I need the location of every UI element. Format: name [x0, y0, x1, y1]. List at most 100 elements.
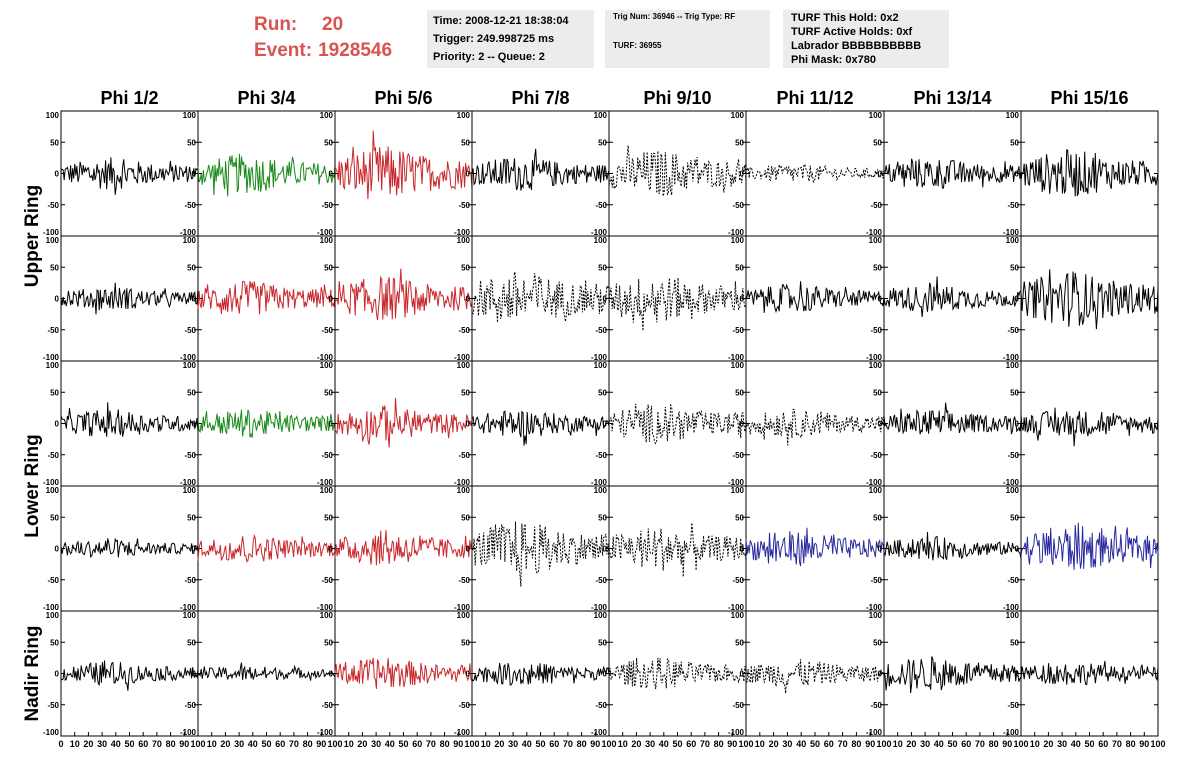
column-header: Phi 1/2 [100, 88, 158, 108]
x-tick-label: 10 [1030, 739, 1040, 749]
x-tick-label: 30 [645, 739, 655, 749]
y-tick-label: -100 [1003, 353, 1020, 362]
waveform-trace [60, 157, 199, 195]
waveform-trace [745, 162, 885, 184]
y-tick-label: -50 [321, 576, 333, 585]
y-tick-label: 100 [1006, 361, 1020, 370]
y-tick-label: 100 [594, 361, 608, 370]
y-tick-label: 50 [873, 513, 882, 522]
y-tick-label: -100 [43, 478, 60, 487]
x-tick-label: 70 [426, 739, 436, 749]
waveform-trace [745, 408, 885, 446]
y-tick-label: -100 [591, 478, 608, 487]
y-tick-label: -50 [1007, 576, 1019, 585]
x-tick-label: 90 [179, 739, 189, 749]
y-tick-label: -50 [47, 326, 59, 335]
y-tick-label: -50 [321, 326, 333, 335]
panel-frame [745, 360, 885, 487]
column-header: Phi 13/14 [913, 88, 991, 108]
y-tick-label: -100 [1003, 228, 1020, 237]
x-tick-label: 40 [248, 739, 258, 749]
y-tick-label: 100 [731, 236, 745, 245]
y-tick-label: -50 [732, 701, 744, 710]
waveform-trace [334, 657, 473, 689]
y-tick-label: 0 [466, 420, 471, 429]
y-tick-label: 50 [873, 138, 882, 147]
y-tick-label: -100 [317, 228, 334, 237]
row-label: Nadir Ring [22, 625, 43, 721]
y-tick-label: 50 [598, 388, 607, 397]
y-tick-label: -50 [732, 201, 744, 210]
y-tick-label: 100 [731, 486, 745, 495]
y-tick-label: 100 [1006, 611, 1020, 620]
x-tick-label: 20 [631, 739, 641, 749]
y-tick-label: -100 [866, 478, 883, 487]
waveform-trace [608, 145, 747, 197]
y-tick-label: 50 [1010, 638, 1019, 647]
y-tick-label: -100 [43, 728, 60, 737]
y-tick-label: -50 [184, 576, 196, 585]
y-tick-label: 100 [183, 361, 197, 370]
y-tick-label: 50 [187, 513, 196, 522]
waveform-trace [197, 662, 336, 681]
x-tick-label: 10 [70, 739, 80, 749]
panel-frame [334, 110, 473, 237]
y-tick-label: -50 [595, 451, 607, 460]
x-tick-label: 40 [522, 739, 532, 749]
x-tick-label: 20 [906, 739, 916, 749]
y-tick-label: -100 [180, 603, 197, 612]
waveform-trace [745, 527, 885, 567]
y-tick-label: -100 [1003, 603, 1020, 612]
y-tick-label: 100 [1006, 486, 1020, 495]
x-tick-label: 100 [601, 739, 616, 749]
waveform-trace [197, 533, 336, 563]
event-label: Event: [254, 40, 313, 61]
waveform-trace [197, 409, 336, 438]
x-tick-label: 100 [190, 739, 205, 749]
x-tick-label: 80 [714, 739, 724, 749]
y-tick-label: -100 [728, 478, 745, 487]
y-tick-label: 50 [50, 638, 59, 647]
y-tick-label: -50 [870, 201, 882, 210]
y-tick-label: 0 [466, 545, 471, 554]
waveform-trace [1020, 269, 1159, 330]
waveform-trace [60, 660, 199, 691]
x-tick-label: 10 [893, 739, 903, 749]
x-tick-label: 70 [152, 739, 162, 749]
y-tick-label: 100 [320, 486, 334, 495]
y-tick-label: 0 [55, 170, 60, 179]
y-tick-label: 50 [1010, 388, 1019, 397]
y-tick-label: 0 [878, 295, 883, 304]
x-tick-label: 90 [1139, 739, 1149, 749]
y-tick-label: 0 [740, 545, 745, 554]
y-tick-label: -50 [184, 701, 196, 710]
x-tick-label: 90 [865, 739, 875, 749]
y-tick-label: 0 [1015, 295, 1020, 304]
x-tick-label: 10 [207, 739, 217, 749]
waveform-trace [608, 657, 747, 690]
y-tick-label: -50 [1007, 326, 1019, 335]
y-tick-label: 100 [457, 611, 471, 620]
y-tick-label: -50 [47, 201, 59, 210]
y-tick-label: 50 [324, 263, 333, 272]
x-tick-label: 40 [659, 739, 669, 749]
y-tick-label: 50 [735, 263, 744, 272]
x-tick-label: 10 [755, 739, 765, 749]
priority-text: Priority: 2 -- Queue: 2 [433, 51, 545, 63]
y-tick-label: 0 [192, 670, 197, 679]
x-tick-label: 70 [1112, 739, 1122, 749]
waveform-trace [334, 530, 473, 566]
y-tick-label: 50 [1010, 513, 1019, 522]
x-tick-label: 60 [275, 739, 285, 749]
turf-hold-box: TURF This Hold: 0x2 TURF Active Holds: 0… [783, 10, 949, 68]
y-tick-label: 50 [187, 388, 196, 397]
time-text: Time: 2008-12-21 18:38:04 [433, 15, 569, 27]
panel-frame [608, 110, 747, 237]
y-tick-label: -100 [454, 353, 471, 362]
event-row: Event: 1928546 [254, 38, 392, 64]
y-tick-label: -100 [454, 728, 471, 737]
y-tick-label: 0 [192, 170, 197, 179]
y-tick-label: -50 [458, 326, 470, 335]
turf-text: TURF: 36955 [613, 41, 662, 50]
y-tick-label: -50 [458, 451, 470, 460]
